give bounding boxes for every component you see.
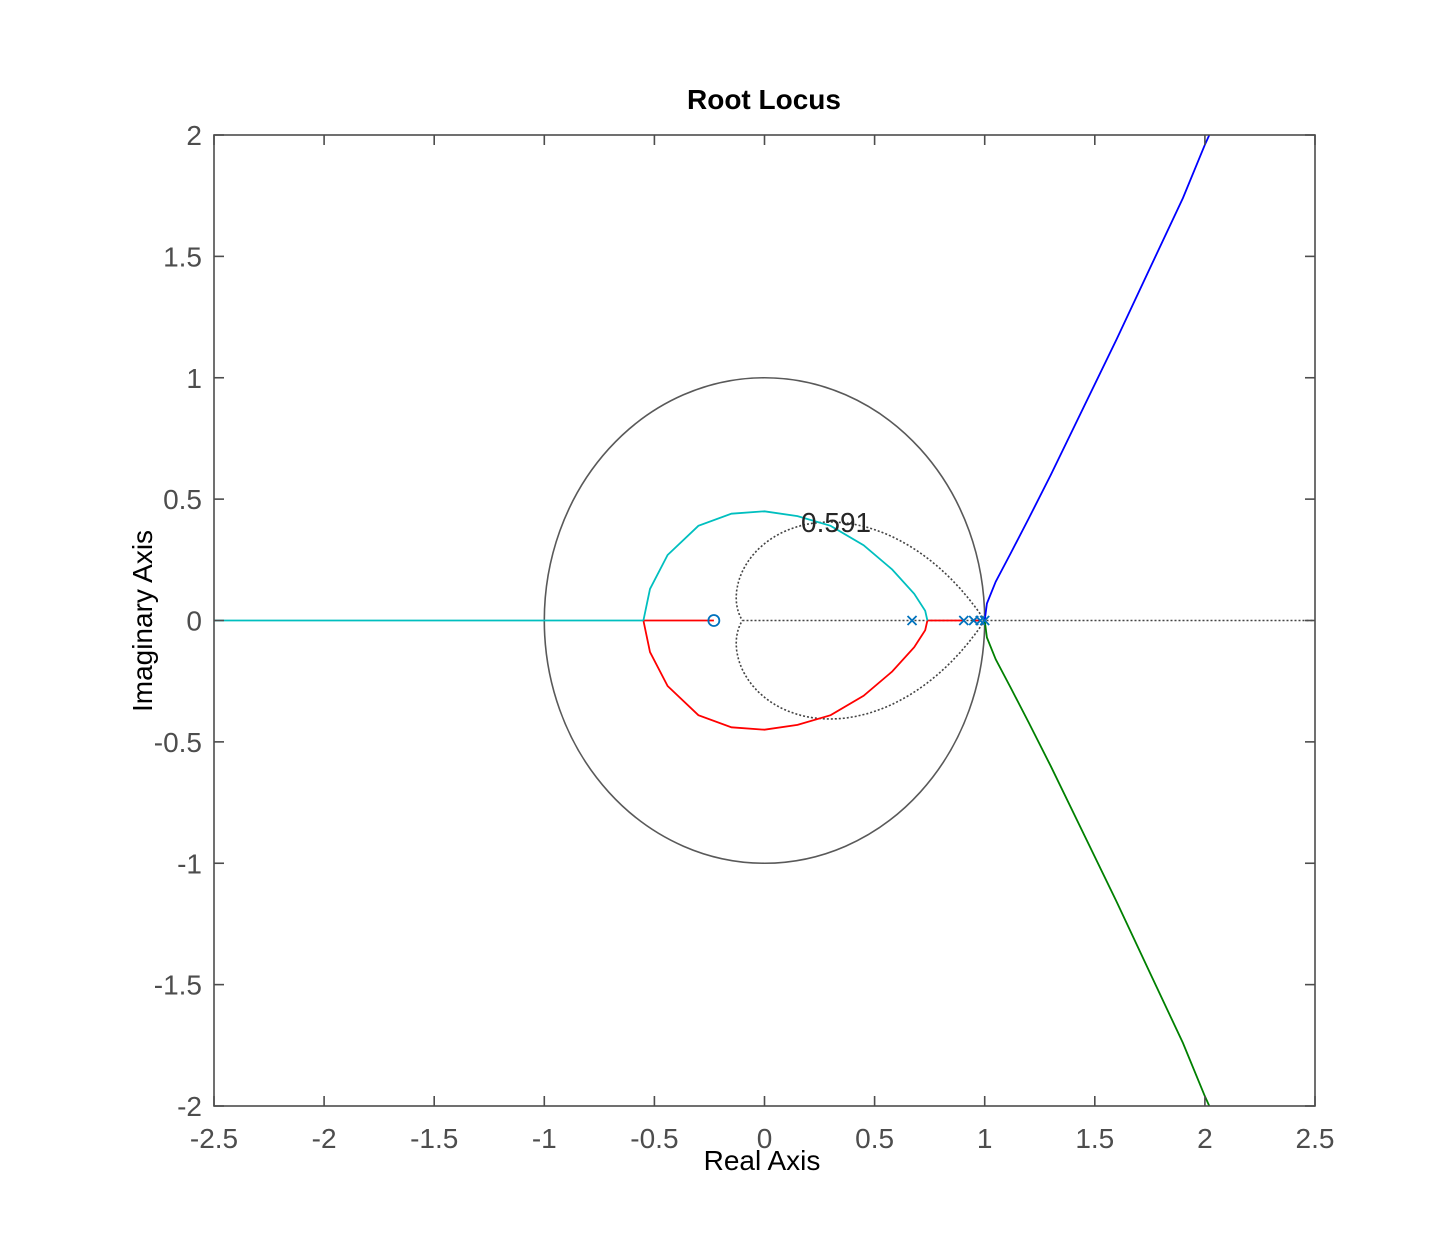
y-tick-label: 1 [186, 363, 202, 394]
damping-ratio-annotation: 0.591 [801, 507, 871, 538]
damping-curve-upper [735, 521, 986, 621]
chart-title: Root Locus [687, 84, 841, 115]
y-tick-label: 1.5 [163, 241, 202, 272]
x-tick-label: -1 [532, 1123, 557, 1154]
x-tick-label: -1.5 [410, 1123, 458, 1154]
y-tick-label: -1.5 [154, 970, 202, 1001]
x-tick-label: -2 [312, 1123, 337, 1154]
damping-curve-lower [735, 620, 986, 720]
y-tick-label: -0.5 [154, 727, 202, 758]
x-tick-label: 1.5 [1075, 1123, 1114, 1154]
x-tick-label: -2.5 [190, 1123, 238, 1154]
y-tick-label: -1 [177, 848, 202, 879]
x-tick-label: 0.5 [855, 1123, 894, 1154]
y-tick-label: 2 [186, 120, 202, 151]
tick-label-layer: -2.5 -2 -1.5 -1 -0.5 0 0.5 1 1.5 2 2.5-2-1.5-1-0.5… [154, 120, 1335, 1154]
x-tick-label: 2 [1197, 1123, 1213, 1154]
locus-branch-6 [642, 620, 929, 731]
x-axis-label: Real Axis [704, 1145, 821, 1176]
zero-marker-1 [707, 614, 721, 627]
pole-marker-5 [979, 615, 990, 626]
x-tick-label: 2.5 [1296, 1123, 1335, 1154]
y-axis-label: Imaginary Axis [127, 530, 158, 712]
y-tick-label: 0.5 [163, 484, 202, 515]
marker-layer [707, 614, 990, 627]
pole-marker-2 [958, 615, 969, 626]
x-tick-label: 1 [977, 1123, 993, 1154]
x-tick-label: -0.5 [630, 1123, 678, 1154]
series-layer [214, 134, 1211, 1107]
locus-branch-7 [642, 510, 929, 621]
y-tick-label: -2 [177, 1091, 202, 1122]
locus-branch-2 [983, 620, 1211, 1107]
axes-layer [213, 134, 1316, 1107]
pole-marker-1 [906, 615, 918, 626]
locus-branch-1 [983, 134, 1211, 621]
y-tick-label: 0 [186, 606, 202, 637]
pole-marker-4 [975, 615, 986, 626]
x-tick-label: 0 [757, 1123, 773, 1154]
